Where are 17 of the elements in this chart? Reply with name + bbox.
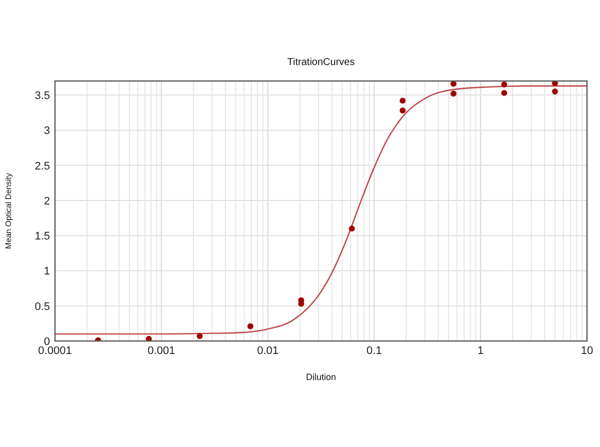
y-tick-label: 2 <box>44 195 50 208</box>
x-tick-label: 0.001 <box>148 345 176 357</box>
y-axis-title: Mean Optical Density <box>4 172 13 250</box>
y-tick-label: 3 <box>44 125 50 138</box>
x-tick-label: 10 <box>580 345 594 357</box>
x-tick-label: 1 <box>478 345 484 357</box>
x-axis-title: Dilution <box>306 372 336 382</box>
y-tick-label: 0 <box>44 336 50 348</box>
y-tick-label: 0.5 <box>34 300 50 313</box>
x-tick-label: 0.1 <box>366 345 382 357</box>
y-tick-label: 3.5 <box>34 90 50 102</box>
x-tick-label: 0.0001 <box>38 345 72 357</box>
chart-title: TitrationCurves <box>287 57 355 68</box>
y-tick-label: 2.5 <box>34 160 50 172</box>
y-tick-label: 1.5 <box>34 230 50 243</box>
x-tick-label: 0.01 <box>257 345 279 357</box>
y-tick-label: 1 <box>44 266 50 278</box>
